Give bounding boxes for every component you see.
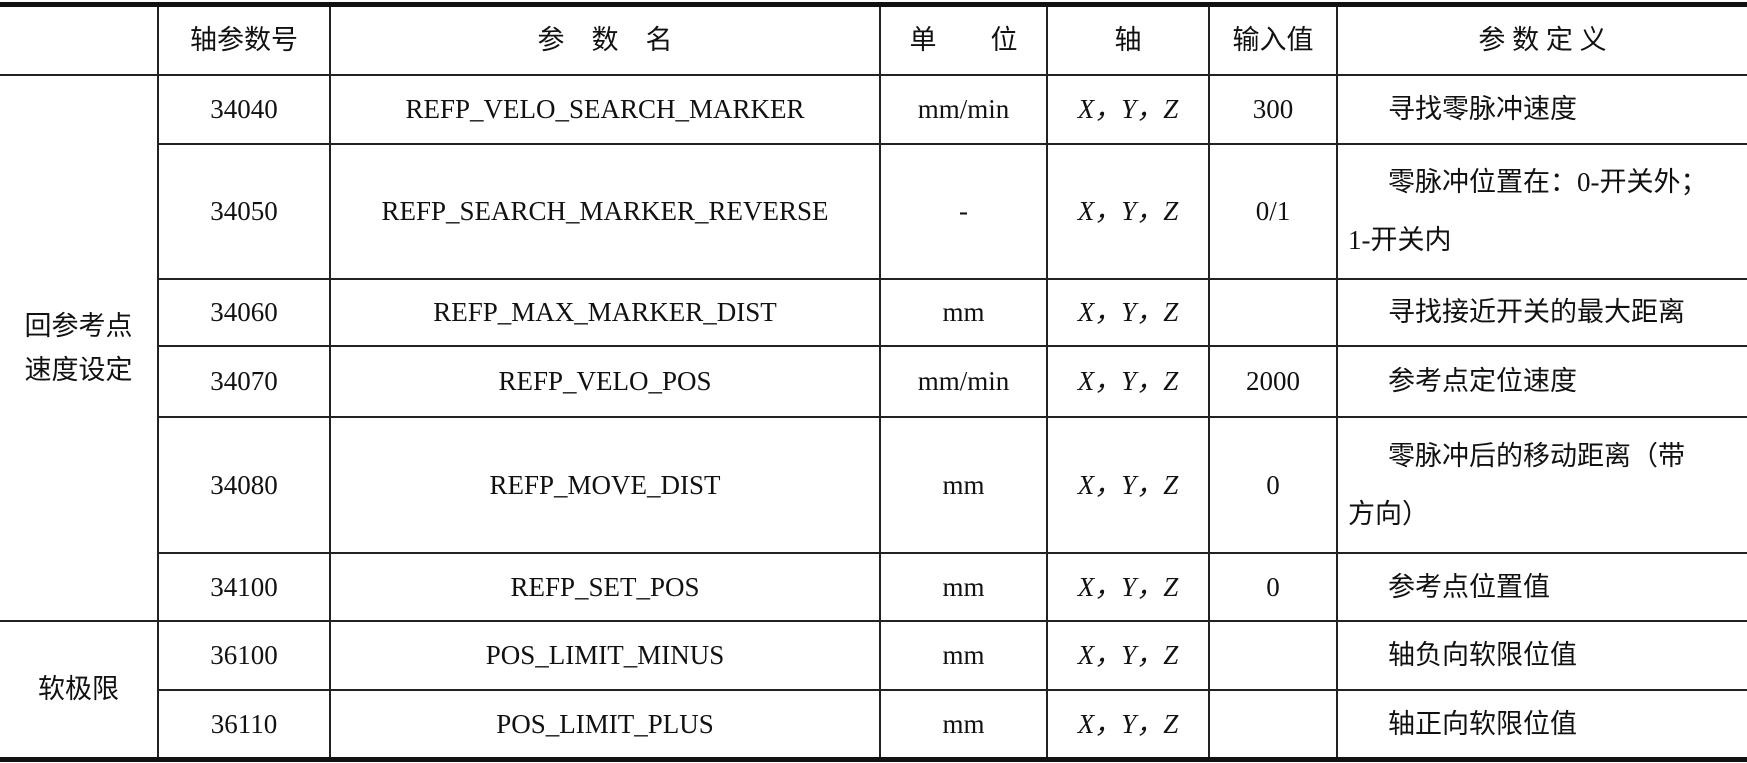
- group-label: 回参考点速度设定: [0, 73, 159, 622]
- definition: 寻找接近开关的最大距离: [1336, 277, 1747, 347]
- axis: X，Y，Z: [1046, 73, 1210, 145]
- axis: X，Y，Z: [1046, 142, 1210, 280]
- param-name: REFP_MOVE_DIST: [329, 415, 881, 554]
- table-row: 34060 REFP_MAX_MARKER_DIST mm X，Y，Z 寻找接近开关的最…: [0, 277, 1747, 347]
- definition-line-1: 参考点定位速度: [1388, 366, 1577, 396]
- input-value: [1208, 619, 1338, 691]
- input-value: 0: [1208, 551, 1338, 622]
- param-name: REFP_VELO_SEARCH_MARKER: [329, 73, 881, 145]
- definition-line-1: 轴正向软限位值: [1388, 708, 1577, 739]
- header-row: 轴参数号参 数 名单 位轴输入值参 数 定 义: [0, 3, 1747, 76]
- header-input-value: 输入值: [1208, 3, 1338, 76]
- definition-line-1: 寻找零脉冲速度: [1388, 94, 1577, 124]
- param-no: 34100: [158, 551, 331, 622]
- input-value: 0/1: [1208, 142, 1338, 280]
- table-row: 36110 POS_LIMIT_PLUS mm X，Y，Z 轴正向软限位值: [0, 688, 1747, 761]
- input-value: 300: [1208, 73, 1338, 145]
- header-group: [0, 3, 159, 76]
- definition-line-1: 零脉冲后的移动距离（带: [1388, 440, 1685, 471]
- table-row: 34070 REFP_VELO_POS mm/min X，Y，Z 2000 参考点定位速度: [0, 344, 1747, 418]
- input-value: [1208, 688, 1338, 761]
- header-axis: 轴: [1046, 3, 1210, 76]
- header-param-name: 参 数 名: [329, 3, 881, 76]
- input-value: 0: [1208, 415, 1338, 554]
- input-value: [1208, 277, 1338, 347]
- param-name: REFP_SET_POS: [329, 551, 881, 622]
- definition-line-1: 寻找接近开关的最大距离: [1388, 297, 1685, 327]
- param-name: REFP_MAX_MARKER_DIST: [329, 277, 881, 347]
- definition: 参考点位置值: [1336, 551, 1747, 622]
- definition-line-1: 轴负向软限位值: [1388, 640, 1577, 670]
- param-no: 36100: [157, 619, 331, 691]
- unit: mm/min: [879, 344, 1048, 418]
- param-no: 34050: [158, 142, 331, 280]
- unit: mm: [879, 277, 1048, 347]
- definition: 寻找零脉冲速度: [1336, 73, 1747, 145]
- unit: mm: [879, 415, 1048, 554]
- header-unit: 单 位: [879, 3, 1048, 76]
- table-row: 回参考点速度设定 34040 REFP_VELO_SEARCH_MARKER mm/m…: [0, 73, 1747, 622]
- definition: 零脉冲位置在：0-开关外； 1-开关内: [1336, 142, 1747, 280]
- param-no: 34070: [158, 344, 331, 418]
- table-row: 软极限 36100 POS_LIMIT_MINUS mm X，Y，Z 轴负向软限位值: [0, 619, 1747, 761]
- unit: mm: [879, 688, 1048, 761]
- table-row: 34050 REFP_SEARCH_MARKER_REVERSE - X，Y，Z 0/1…: [0, 142, 1747, 280]
- param-name: POS_LIMIT_PLUS: [329, 688, 881, 761]
- axis: X，Y，Z: [1046, 551, 1210, 622]
- param-name: REFP_VELO_POS: [329, 344, 881, 418]
- input-value: 2000: [1208, 344, 1338, 418]
- unit: mm: [879, 619, 1048, 691]
- table-row: 34100 REFP_SET_POS mm X，Y，Z 0 参考点位置值: [0, 551, 1747, 622]
- definition-line-1: 零脉冲位置在：0-开关外；: [1388, 167, 1708, 197]
- definition: 轴正向软限位值: [1336, 688, 1747, 761]
- param-no: 34060: [158, 277, 331, 347]
- unit: mm: [879, 551, 1048, 622]
- definition: 零脉冲后的移动距离（带方向）: [1336, 415, 1747, 554]
- definition: 轴负向软限位值: [1336, 619, 1747, 691]
- axis: X，Y，Z: [1046, 415, 1210, 554]
- param-name: POS_LIMIT_MINUS: [329, 619, 881, 691]
- definition: 参考点定位速度: [1336, 344, 1747, 418]
- param-no: 34080: [158, 415, 331, 554]
- definition-line-2: 1-开关内: [1348, 225, 1452, 255]
- unit: mm/min: [879, 73, 1048, 145]
- unit: -: [879, 142, 1048, 280]
- axis: X，Y，Z: [1046, 688, 1210, 761]
- table-row: 34080 REFP_MOVE_DIST mm X，Y，Z 0 零脉冲后的移动距离（带 方向…: [0, 415, 1747, 554]
- axis: X，Y，Z: [1046, 277, 1210, 347]
- header-definition: 参 数 定 义: [1336, 3, 1747, 76]
- param-no: 36110: [158, 688, 331, 761]
- param-no: 34040: [157, 73, 331, 145]
- definition-line-2: 方向）: [1348, 498, 1429, 529]
- param-name: REFP_SEARCH_MARKER_REVERSE: [329, 142, 881, 280]
- axis: X，Y，Z: [1046, 344, 1210, 418]
- header-param-no: 轴参数号: [157, 3, 331, 76]
- definition-line-1: 参考点位置值: [1388, 571, 1550, 602]
- group-label: 软极限: [0, 619, 159, 761]
- axis: X，Y，Z: [1046, 619, 1210, 691]
